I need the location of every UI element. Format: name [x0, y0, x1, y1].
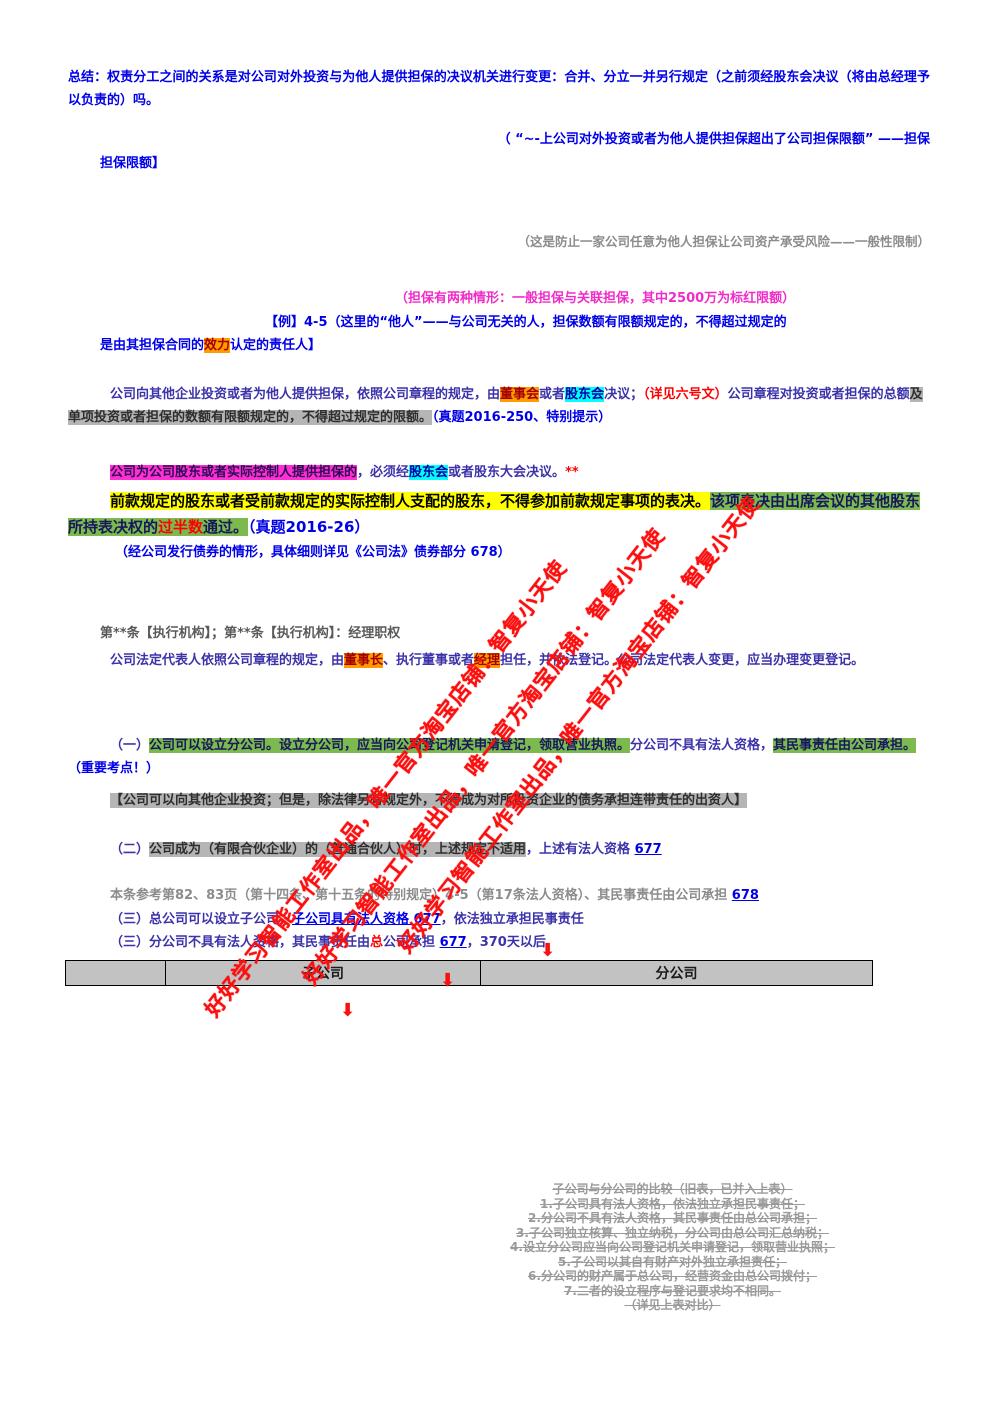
text-segment: 董事会 [500, 387, 540, 402]
text-segment: 或者 [539, 387, 566, 402]
text-segment: 担任，并依法登记。公司法定代表人变更，应当办理变更登记。 [500, 653, 865, 668]
guarantee-quote-note: （ “~-上公司对外投资或者为他人提供担保超出了公司担保限额” ——担保 [68, 128, 930, 151]
article16-paragraph3: 前款规定的股东或者受前款规定的实际控制人支配的股东，不得参加前款规定事项的表决。… [68, 488, 930, 540]
reference-link[interactable]: 子公司具有法人资格 677 [292, 912, 441, 927]
reference-link[interactable]: 678 [731, 888, 759, 903]
text-segment: ，必须经 [357, 465, 410, 480]
text-segment: （这是防止一家公司任意为他人担保让公司资产承受风险——一般性限制） [517, 234, 930, 249]
text-segment: 股东会 [409, 465, 449, 480]
text-segment: ，上述有法人资格 [526, 842, 635, 857]
item-branch-company: （一）公司可以设立分公司。设立分公司，应当向公司登记机关申请登记，领取营业执照。… [68, 734, 930, 780]
text-segment: 公司可以设立分公司。设立分公司，应当向公司登记机关申请登记，领取营业执照。 [149, 738, 631, 753]
text-segment: （ “~-上公司对外投资或者为他人提供担保超出了公司担保限额” ——担保 [497, 132, 930, 147]
deleted-note-line: 2.分公司不具有法人资格，其民事责任由总公司承担； [528, 1211, 817, 1225]
text-segment: 经理 [474, 653, 501, 668]
text-segment: 认定的责任人】 [230, 338, 322, 353]
example-note: 【例】4-5（这里的“他人”——与公司无关的人，担保数额有限额规定的，不得超过规… [265, 311, 787, 334]
text-segment: （真题2016-250、特别提示） [432, 410, 612, 425]
text-segment: 公司向其他企业投资或者为他人提供担保，依照公司章程的规定，由 [110, 387, 501, 402]
text-segment: ** [565, 465, 579, 480]
deleted-notes-block: 子公司与分公司的比较（旧表，已并入上表） 1.子公司具有法人资格，依法独立承担民事… [475, 1182, 870, 1313]
text-segment: 其民事责任由公司承担。 [773, 738, 917, 753]
example-note-continued: 是由其担保合同的效力认定的责任人】 [100, 334, 321, 357]
text-segment: （经公司发行债券的情形，具体细则详见《公司法》债券部分 678） [115, 545, 511, 560]
section-heading-note: 第**条【执行机构】；第**条【执行机构】：经理职权 [100, 622, 400, 645]
text-segment: 过半数 [158, 518, 204, 536]
guarantee-types-note: （担保有两种情形：一般担保与关联担保，其中2500万为标红限额） [395, 287, 795, 310]
text-segment: 总结：权责分工之间的关系是对公司对外投资与为他人提供担保的决议机关进行变更：合并… [68, 70, 930, 108]
text-segment: ，依法独立承担民事责任 [440, 912, 584, 927]
text-segment: 前款规定的股东或者受前款规定的实际控制人支配的股东，不得参加前款规定事项的表决。 [110, 492, 711, 510]
text-segment: 通过。 [203, 518, 249, 536]
guarantee-limit-label: 担保限额】 [100, 152, 165, 175]
text-segment: 是由其担保合同的 [100, 338, 205, 353]
text-segment: 公司成为（有限合伙企业）的（普通合伙人）时，上述规定不适用 [149, 842, 527, 857]
table-header-empty [65, 960, 166, 986]
deleted-note-line: 3.子公司独立核算、独立纳税，分公司由总公司汇总纳税； [516, 1225, 829, 1240]
text-segment: ，370天以后 [466, 935, 546, 950]
article16-paragraph1: 公司向其他企业投资或者为他人提供担保，依照公司章程的规定，由董事会或者股东会决议… [68, 383, 930, 429]
down-arrow-icon: ⬇ [340, 1000, 356, 1021]
down-arrow-icon: ⬇ [540, 940, 556, 961]
item-investment-limit: 【公司可以向其他企业投资；但是，除法律另有规定外，不得成为对所投资企业的债务承担… [68, 789, 930, 812]
legal-representative-para: 公司法定代表人依照公司章程的规定，由董事长、执行董事或者经理担任，并依法登记。公… [68, 649, 930, 672]
text-segment: 效力 [204, 338, 231, 353]
text-segment: 公司为公司股东或者实际控制人提供担保的 [110, 465, 358, 480]
text-segment: （担保有两种情形：一般担保与关联担保，其中2500万为标红限额） [395, 291, 796, 306]
text-segment: （三）总公司可以设立子公司， [110, 912, 293, 927]
deleted-note-line: 5.子公司以其自有财产对外独立承担责任； [558, 1254, 787, 1269]
deleted-note-line: 6.分公司的财产属于总公司，经营资金由总公司拨付； [528, 1269, 817, 1283]
text-segment: 第**条【执行机构】；第**条【执行机构】：经理职权 [100, 626, 401, 641]
text-segment: 总 [370, 935, 384, 950]
text-segment: （二） [110, 842, 150, 857]
text-segment: 董事长 [344, 653, 384, 668]
down-arrow-icon: ⬇ [440, 970, 456, 991]
item-branch-liability: （三）分公司不具有法人资格，其民事责任由总公司承担 677，370天以后 [68, 931, 930, 954]
text-segment: 公司法定代表人依照公司章程的规定，由 [110, 653, 345, 668]
summary-note: 总结：权责分工之间的关系是对公司对外投资与为他人提供担保的决议机关进行变更：合并… [68, 66, 930, 112]
deleted-note-line: 4.设立分公司应当向公司登记机关申请登记，领取营业执照； [510, 1240, 835, 1254]
text-segment: 股东会 [565, 387, 605, 402]
reference-link[interactable]: 677 [634, 842, 662, 857]
item-subsidiary: （三）总公司可以设立子公司，子公司具有法人资格 677，依法独立承担民事责任 [68, 908, 930, 931]
article16-paragraph2: 公司为公司股东或者实际控制人提供担保的，必须经股东会或者股东大会决议。** [68, 461, 930, 484]
table-header-subsidiary: 子公司 [165, 960, 481, 986]
deleted-note-line: 7.二者的设立程序与登记要求均不相同。 [564, 1283, 781, 1298]
reference-link[interactable]: 677 [439, 935, 467, 950]
deleted-note-line: 1.子公司具有法人资格，依法独立承担民事责任； [540, 1196, 805, 1211]
deleted-note-line: （详见上表对比） [624, 1298, 721, 1312]
text-segment: （详见六号文） [643, 387, 728, 402]
text-segment: （重要考点！） [68, 761, 160, 776]
comparison-table-header-row: 子公司 分公司 [65, 960, 873, 986]
table-header-branch: 分公司 [480, 960, 873, 986]
text-segment: 、执行董事或者 [383, 653, 475, 668]
text-segment: 或者股东大会决议。 [448, 465, 566, 480]
item-partnership-note: （二）公司成为（有限合伙企业）的（普通合伙人）时，上述规定不适用，上述有法人资格… [68, 838, 930, 861]
text-segment: 本条参考第82、83页（第十四条、第十五条的特别规定）4-5（第17条法人资格）… [110, 888, 732, 903]
bond-issuance-note: （经公司发行债券的情形，具体细则详见《公司法》债券部分 678） [115, 541, 511, 564]
text-segment: 公司承担 [383, 935, 440, 950]
text-segment: 担保限额】 [100, 156, 166, 171]
deleted-note-line: 子公司与分公司的比较（旧表，已并入上表） [552, 1182, 793, 1196]
text-segment: （一） [110, 738, 150, 753]
text-segment: 分公司不具有法人资格， [630, 738, 774, 753]
text-segment: 【例】4-5（这里的“他人”——与公司无关的人，担保数额有限额规定的，不得超过规… [265, 315, 787, 330]
comparison-table: 子公司 分公司 [65, 960, 873, 986]
text-segment: 决议； [604, 387, 644, 402]
text-segment: （三）分公司不具有法人资格，其民事责任由 [110, 935, 371, 950]
risk-explanation-note: （这是防止一家公司任意为他人担保让公司资产承受风险——一般性限制） [68, 230, 930, 253]
text-segment: 【公司可以向其他企业投资；但是，除法律另有规定外，不得成为对所投资企业的债务承担… [110, 793, 748, 808]
text-segment: 公司章程对投资或者担保的总额 [727, 387, 910, 402]
reference-note: 本条参考第82、83页（第十四条、第十五条的特别规定）4-5（第17条法人资格）… [68, 884, 930, 907]
text-segment: （真题2016-26） [248, 518, 370, 536]
